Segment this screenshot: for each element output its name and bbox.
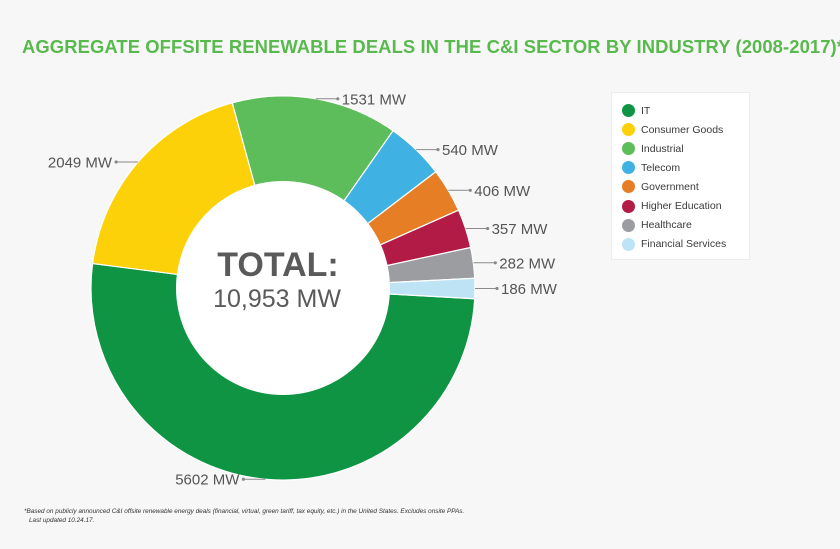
- slice-value-label: 540 MW: [442, 142, 499, 159]
- legend-label: IT: [641, 104, 651, 117]
- slice-value-label: 406 MW: [474, 183, 531, 200]
- legend-swatch: [622, 218, 635, 232]
- center-total-value: 10,953 MW: [213, 285, 341, 313]
- legend-swatch: [622, 161, 635, 175]
- legend-label: Government: [641, 180, 699, 193]
- leader-dot: [468, 188, 472, 192]
- legend-swatch: [622, 199, 635, 213]
- leader-dot: [495, 286, 499, 291]
- legend-item-it: IT: [622, 101, 749, 120]
- legend-label: Financial Services: [641, 238, 727, 251]
- slice-value-label: 5602 MW: [175, 472, 240, 489]
- legend-item-consumer-goods: Consumer Goods: [622, 120, 749, 139]
- slice-value-label: 186 MW: [501, 281, 558, 298]
- chart-title: AGGREGATE OFFSITE RENEWABLE DEALS IN THE…: [22, 36, 840, 57]
- slice-value-label: 357 MW: [492, 221, 549, 238]
- legend-item-government: Government: [622, 177, 749, 196]
- leader-lines: [114, 97, 499, 481]
- legend-item-higher-education: Higher Education: [622, 196, 749, 215]
- legend-swatch: [622, 123, 635, 137]
- legend-label: Industrial: [641, 142, 684, 155]
- legend-item-financial-services: Financial Services: [622, 235, 749, 254]
- legend-swatch: [622, 142, 635, 156]
- leader-dot: [493, 261, 497, 265]
- leader-dot: [114, 160, 118, 164]
- legend: IT Consumer Goods Industrial Telecom Governm…: [611, 92, 750, 260]
- legend-item-industrial: Industrial: [622, 139, 749, 158]
- leader-dot: [436, 148, 440, 152]
- legend-label: Consumer Goods: [641, 123, 724, 136]
- leader-dot: [336, 97, 340, 101]
- legend-label: Healthcare: [641, 219, 692, 232]
- legend-item-telecom: Telecom: [622, 158, 749, 177]
- legend-label: Higher Education: [641, 200, 722, 213]
- slice-value-label: 1531 MW: [342, 91, 407, 108]
- legend-item-healthcare: Healthcare: [622, 216, 749, 235]
- slice-labels: 5602 MW 2049 MW 1531 MW 540 MW 406 MW 357 MW 2…: [48, 91, 558, 488]
- center-total-heading: TOTAL:: [217, 246, 339, 284]
- leader-dot: [486, 226, 490, 231]
- last-updated-text: Last updated 10.24.17.: [29, 516, 95, 524]
- legend-swatch: [622, 237, 635, 251]
- slice-value-label: 282 MW: [499, 255, 556, 272]
- footnote: *Based on publicly announced C&I offsite…: [24, 508, 464, 525]
- slice-value-label: 2049 MW: [48, 155, 113, 172]
- donut-hole: [176, 181, 390, 395]
- legend-label: Telecom: [641, 161, 681, 174]
- footnote-text: *Based on publicly announced C&I offsite…: [24, 508, 465, 515]
- legend-swatch: [622, 104, 635, 118]
- leader-dot: [241, 477, 245, 481]
- legend-swatch: [622, 180, 635, 194]
